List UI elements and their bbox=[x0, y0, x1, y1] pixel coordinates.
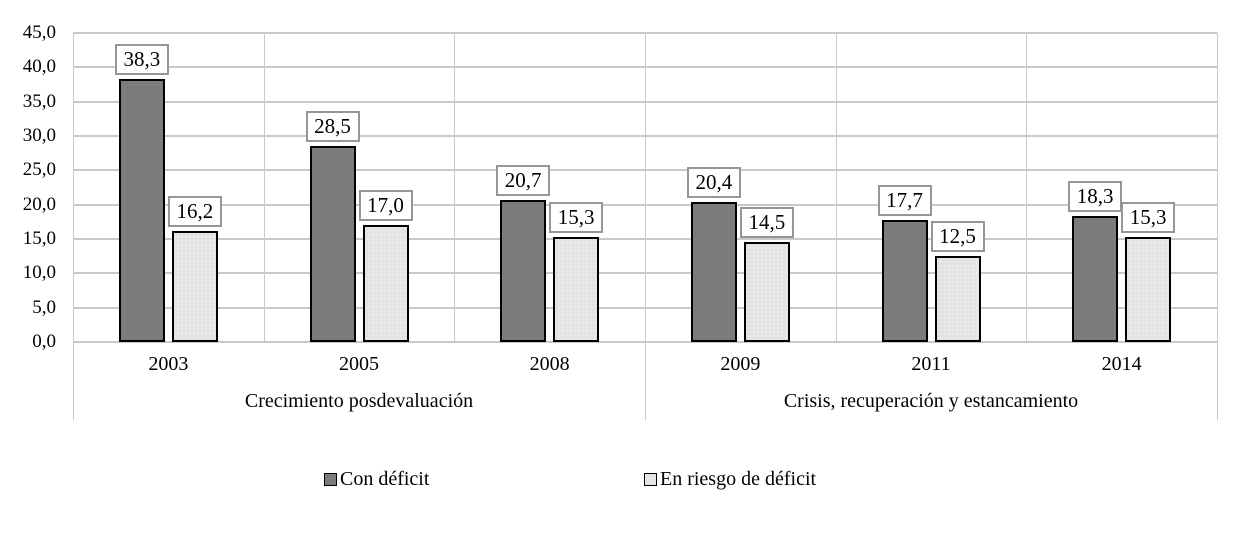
data-label-2005-series1: 28,5 bbox=[305, 111, 360, 143]
bar-con-d-ficit-2008 bbox=[500, 199, 547, 342]
y-tick-label: 25,0 bbox=[22, 159, 56, 181]
data-label-2005-series2: 17,0 bbox=[358, 190, 413, 222]
legend-label-con-deficit: Con déficit bbox=[340, 468, 430, 490]
x-tick-label-2008: 2008 bbox=[529, 353, 570, 375]
y-tick-label: 10,0 bbox=[22, 262, 56, 284]
x-tick-label-2014: 2014 bbox=[1101, 353, 1142, 375]
data-label-2011-series1: 17,7 bbox=[877, 185, 932, 217]
x-tick-label-2005: 2005 bbox=[338, 353, 379, 375]
data-label-2009-series1: 20,4 bbox=[686, 166, 741, 198]
data-label-2008-series1: 20,7 bbox=[496, 164, 551, 196]
x-tick-label-2011: 2011 bbox=[911, 353, 951, 375]
data-label-2003-series2: 16,2 bbox=[167, 195, 222, 227]
bar-en-riesgo-de-d-ficit-2014 bbox=[1125, 236, 1172, 342]
bar-en-riesgo-de-d-ficit-2008 bbox=[553, 236, 600, 342]
period-label-1: Crisis, recuperación y estancamiento bbox=[783, 390, 1079, 412]
y-tick-label: 15,0 bbox=[22, 228, 56, 249]
period-label-0: Crecimiento posdevaluación bbox=[244, 390, 474, 412]
gridline-v bbox=[835, 33, 837, 342]
bar-en-riesgo-de-d-ficit-2009 bbox=[743, 242, 790, 342]
gridline-v bbox=[1026, 33, 1028, 342]
y-tick-label: 20,0 bbox=[22, 193, 56, 215]
legend-swatch-en-riesgo-icon bbox=[644, 473, 657, 486]
legend-item-con-deficit: Con déficit bbox=[324, 468, 429, 491]
axis-band-separator bbox=[1217, 342, 1218, 420]
bar-con-d-ficit-2005 bbox=[309, 146, 356, 342]
data-label-2014-series2: 15,3 bbox=[1121, 201, 1176, 233]
y-tick-label: 0,0 bbox=[32, 331, 56, 352]
y-tick-label: 35,0 bbox=[22, 90, 56, 112]
bar-con-d-ficit-2011 bbox=[881, 220, 928, 342]
legend-swatch-con-deficit-icon bbox=[324, 473, 337, 486]
bar-en-riesgo-de-d-ficit-2003 bbox=[171, 230, 218, 342]
data-label-2009-series2: 14,5 bbox=[739, 207, 794, 239]
x-tick-label-2009: 2009 bbox=[720, 353, 761, 375]
data-label-2003-series1: 38,3 bbox=[114, 44, 169, 75]
y-tick-label: 5,0 bbox=[32, 296, 56, 318]
x-tick-label-2003: 2003 bbox=[148, 353, 189, 375]
bar-con-d-ficit-2003 bbox=[118, 79, 165, 342]
gridline-v bbox=[1217, 33, 1218, 342]
legend-item-en-riesgo: En riesgo de déficit bbox=[644, 468, 816, 491]
gridline-v bbox=[454, 33, 456, 342]
data-label-2014-series1: 18,3 bbox=[1068, 181, 1123, 213]
y-tick-label: 30,0 bbox=[22, 125, 56, 146]
bar-en-riesgo-de-d-ficit-2005 bbox=[362, 225, 409, 342]
axis-band-separator bbox=[645, 342, 646, 420]
legend-label-en-riesgo: En riesgo de déficit bbox=[660, 468, 817, 490]
bar-en-riesgo-de-d-ficit-2011 bbox=[934, 256, 981, 342]
data-label-2011-series2: 12,5 bbox=[930, 221, 985, 253]
y-tick-label: 45,0 bbox=[22, 22, 56, 43]
gridline-v bbox=[263, 33, 265, 342]
gridline-v bbox=[73, 33, 74, 342]
bar-con-d-ficit-2014 bbox=[1072, 216, 1119, 342]
data-label-2008-series2: 15,3 bbox=[549, 201, 604, 233]
axis-band-separator bbox=[73, 342, 74, 420]
y-tick-label: 40,0 bbox=[22, 56, 56, 78]
gridline-v bbox=[645, 33, 646, 342]
bar-con-d-ficit-2009 bbox=[690, 201, 737, 342]
